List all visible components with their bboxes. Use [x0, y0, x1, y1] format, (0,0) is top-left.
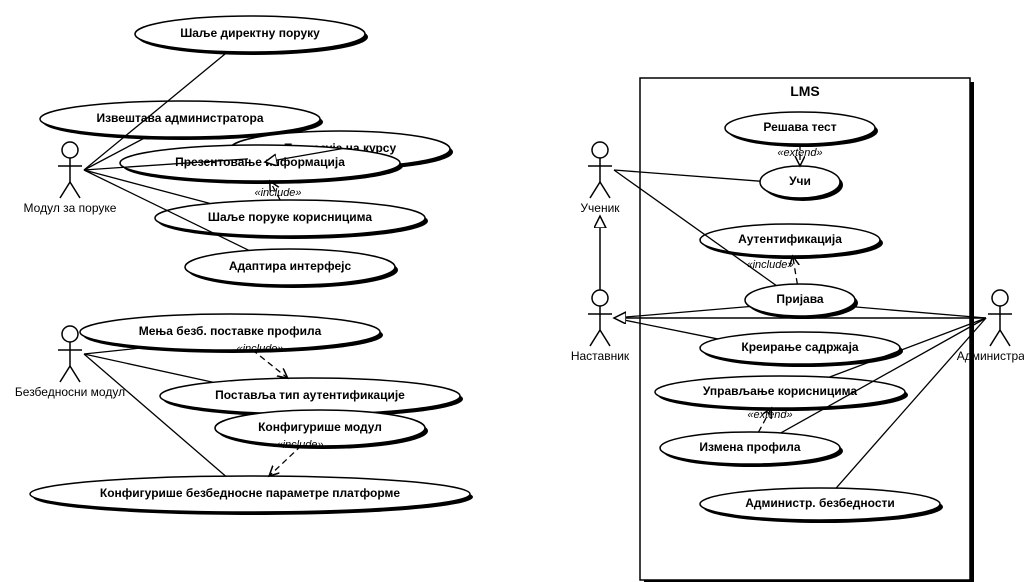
usecase-label: Учи [789, 174, 811, 188]
usecase-label: Решава тест [763, 120, 836, 134]
edge-label: «include» [236, 343, 283, 355]
actor-student: Ученик [580, 142, 620, 215]
usecase-label: Шаље директну поруку [180, 26, 320, 40]
actor-label: Администратор [957, 349, 1024, 363]
usecase-label: Мења безб. поставке профила [139, 324, 322, 338]
system-title: LMS [790, 83, 820, 99]
usecase-label: Шаље поруке корисницима [208, 210, 372, 224]
usecase-label: Администр. безбедности [745, 496, 895, 510]
usecase-label: Управљање корисницима [703, 384, 857, 398]
usecase-label: Адаптира интерфејс [229, 259, 352, 273]
actor-label: Наставник [571, 349, 630, 363]
usecase-label: Креирање садржаја [741, 340, 859, 354]
actor-label: Ученик [580, 201, 620, 215]
use-case-diagram: LMS Шаље директну поруку Извештава админис… [0, 0, 1024, 582]
edge-label: «include» [254, 187, 301, 199]
usecase-label: Извештава администратора [96, 111, 263, 125]
usecase-label: Поставља тип аутентификације [215, 388, 405, 402]
usecase-label: Конфигурише модул [258, 420, 382, 434]
edge-label: «extend» [747, 409, 792, 421]
edge-label: «extend» [777, 147, 822, 159]
usecase-label: Пријава [776, 292, 824, 306]
actor-label: Безбедносни модул [15, 385, 125, 399]
edge-label: «include» [276, 439, 323, 451]
actor-label: Модул за поруке [24, 201, 117, 215]
edge [84, 354, 213, 382]
usecase-label: Конфигурише безбедносне параметре платфо… [100, 486, 400, 500]
edge-label: «include» [746, 259, 793, 271]
edge [84, 354, 226, 476]
edge [84, 347, 149, 354]
usecase-label: Измена профила [699, 440, 801, 454]
actor-teacher: Наставник [571, 290, 630, 363]
usecase-label: Аутентификација [738, 232, 842, 246]
